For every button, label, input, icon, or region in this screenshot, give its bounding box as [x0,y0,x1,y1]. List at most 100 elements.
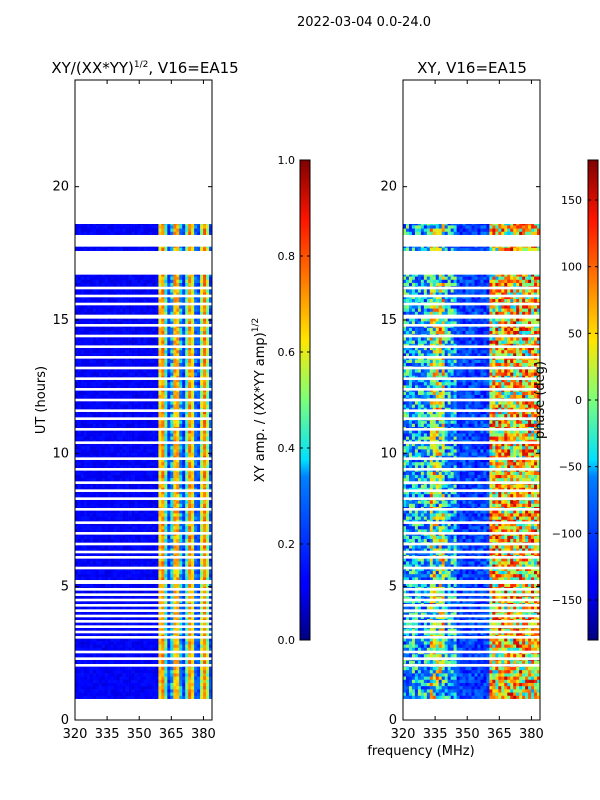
left-colorbar-tick-label: 0.2 [278,538,296,551]
right-ytick-label: 0 [389,713,397,728]
shared-xlabel: frequency (MHz) [367,744,474,759]
right-title: XY, V16=EA15 [417,59,527,77]
right-colorbar-tick-label: 0 [575,394,582,407]
left-xtick-label: 320 [63,727,88,742]
left-axes-frame [74,79,213,721]
left-colorbar-label: XY amp. / (XX*YY amp)1/2 [251,318,268,482]
right-gap-row [403,377,540,380]
right-gap-row [403,388,540,391]
right-ytick-label: 5 [389,580,397,595]
right-gap-row [403,356,540,359]
left-gap-row [75,409,212,412]
left-gap-row [75,593,212,596]
left-gap-row [75,556,212,559]
left-gap-row [75,286,212,290]
right-colorbar-ticks: 150 100 50 0 −50 −100 −150 [552,194,598,607]
suptitle: 2022-03-04 0.0-24.0 [297,15,431,30]
right-xtick-label: 365 [487,727,512,742]
left-gap-row [75,581,212,584]
right-gap-row [403,409,540,412]
left-gap-row [75,636,212,639]
right-gap-row [403,398,540,402]
right-gap-row [403,580,540,583]
right-colorbar-tick-label: 150 [561,194,582,207]
left-gap-row [75,388,212,391]
right-gap-row [403,556,540,559]
left-gap-row [75,497,212,500]
right-colorbar-tick-label: −50 [559,461,582,474]
right-gap-row [403,508,540,511]
right-gap-row [403,497,540,500]
right-gap-row [403,593,540,596]
left-gap-row [75,508,212,511]
right-colorbar-tick-label: −100 [552,527,582,540]
left-ytick-label: 5 [61,580,69,595]
right-gap-row [403,457,540,460]
right-gap-row [403,636,540,639]
right-gap-row [403,625,540,628]
left-gap-row [75,457,212,460]
left-ytick-label: 10 [52,446,69,461]
left-gap-row [75,302,212,306]
right-gap-row [403,630,540,634]
right-gap-row [403,581,540,584]
right-gap-row [403,542,540,546]
right-gap-row [403,609,540,612]
left-colorbar-tick-label: 1.0 [278,154,296,167]
left-xtick-label: 335 [95,727,120,742]
left-gap-row [75,625,212,628]
left-colorbar [299,159,311,641]
left-gap-row [75,630,212,634]
right-gap-row [403,489,540,492]
right-gap-row [403,428,540,431]
right-gap-row [403,324,540,327]
left-gap-row [75,550,212,554]
left-x-ticks: 320 335 350 365 380 [63,80,216,742]
right-colorbar-tick-label: −150 [552,594,582,607]
left-gap-row [75,334,212,338]
right-gap-row [403,441,540,444]
right-gap-row [403,314,540,318]
left-y-ticks: 0 5 10 15 20 [52,180,212,728]
right-xtick-label: 350 [455,727,480,742]
right-colorbar-label: phase (deg) [533,361,548,439]
right-gap-row [403,345,540,348]
right-gap-row [403,620,540,623]
left-ytick-label: 0 [61,713,69,728]
right-gap-row [403,566,540,570]
left-colorbar-tick-label: 0.4 [278,442,296,455]
right-gap-row [403,657,540,660]
left-xtick-label: 365 [159,727,184,742]
left-gap-row [75,366,212,370]
right-xtick-label: 380 [519,727,544,742]
right-colorbar-tick-label: 50 [568,327,582,340]
left-gap-row [75,356,212,359]
left-gap-row [75,598,212,602]
right-gap-row [403,550,540,554]
right-x-ticks: 320 335 350 365 380 [391,80,544,742]
right-ytick-label: 10 [380,446,397,461]
right-gap-row [403,588,540,591]
left-gap-row [75,580,212,583]
right-gap-row [403,604,540,607]
right-xtick-label: 335 [423,727,448,742]
left-gap-row [75,481,212,484]
left-gap-row [75,566,212,570]
right-gap-row [403,302,540,306]
right-gap-row [403,614,540,618]
right-axes-frame [402,79,541,721]
left-gap-row [75,489,212,492]
left-gap-row [75,650,212,654]
right-xtick-label: 320 [391,727,416,742]
left-gap-row [75,588,212,591]
right-gap-row [403,532,540,535]
right-gap-row [403,481,540,484]
left-gap-row [75,542,212,546]
left-colorbar-tick-label: 0.6 [278,346,296,359]
left-gap-row [75,417,212,420]
right-gap-row [403,286,540,290]
left-gap-row [75,345,212,348]
left-ylabel: UT (hours) [34,366,49,434]
left-gap-row [75,314,212,318]
